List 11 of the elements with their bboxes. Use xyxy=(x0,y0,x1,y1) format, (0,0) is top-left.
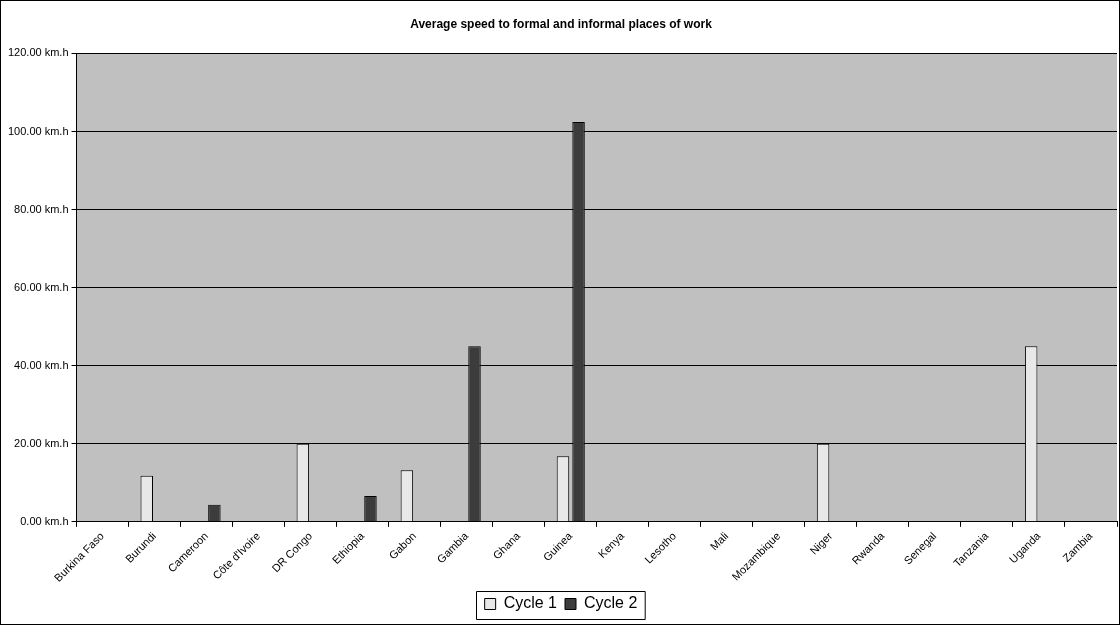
y-tick-label: 60.00 km.h xyxy=(14,280,69,293)
y-tick-label: 80.00 km.h xyxy=(14,202,69,215)
chart-title: Average speed to formal and informal places of work xyxy=(410,16,713,31)
x-tick-label: Mali xyxy=(707,529,731,553)
y-tick-label: 120.00 km.h xyxy=(7,46,69,59)
y-tick-label: 40.00 km.h xyxy=(14,358,69,371)
legend-label: Cycle 1 xyxy=(503,594,558,612)
y-tick-label: 0.00 km.h xyxy=(20,514,69,527)
y-tick-label: 100.00 km.h xyxy=(7,124,69,137)
legend-label: Cycle 2 xyxy=(584,594,638,612)
y-tick-label: 20.00 km.h xyxy=(14,436,69,449)
